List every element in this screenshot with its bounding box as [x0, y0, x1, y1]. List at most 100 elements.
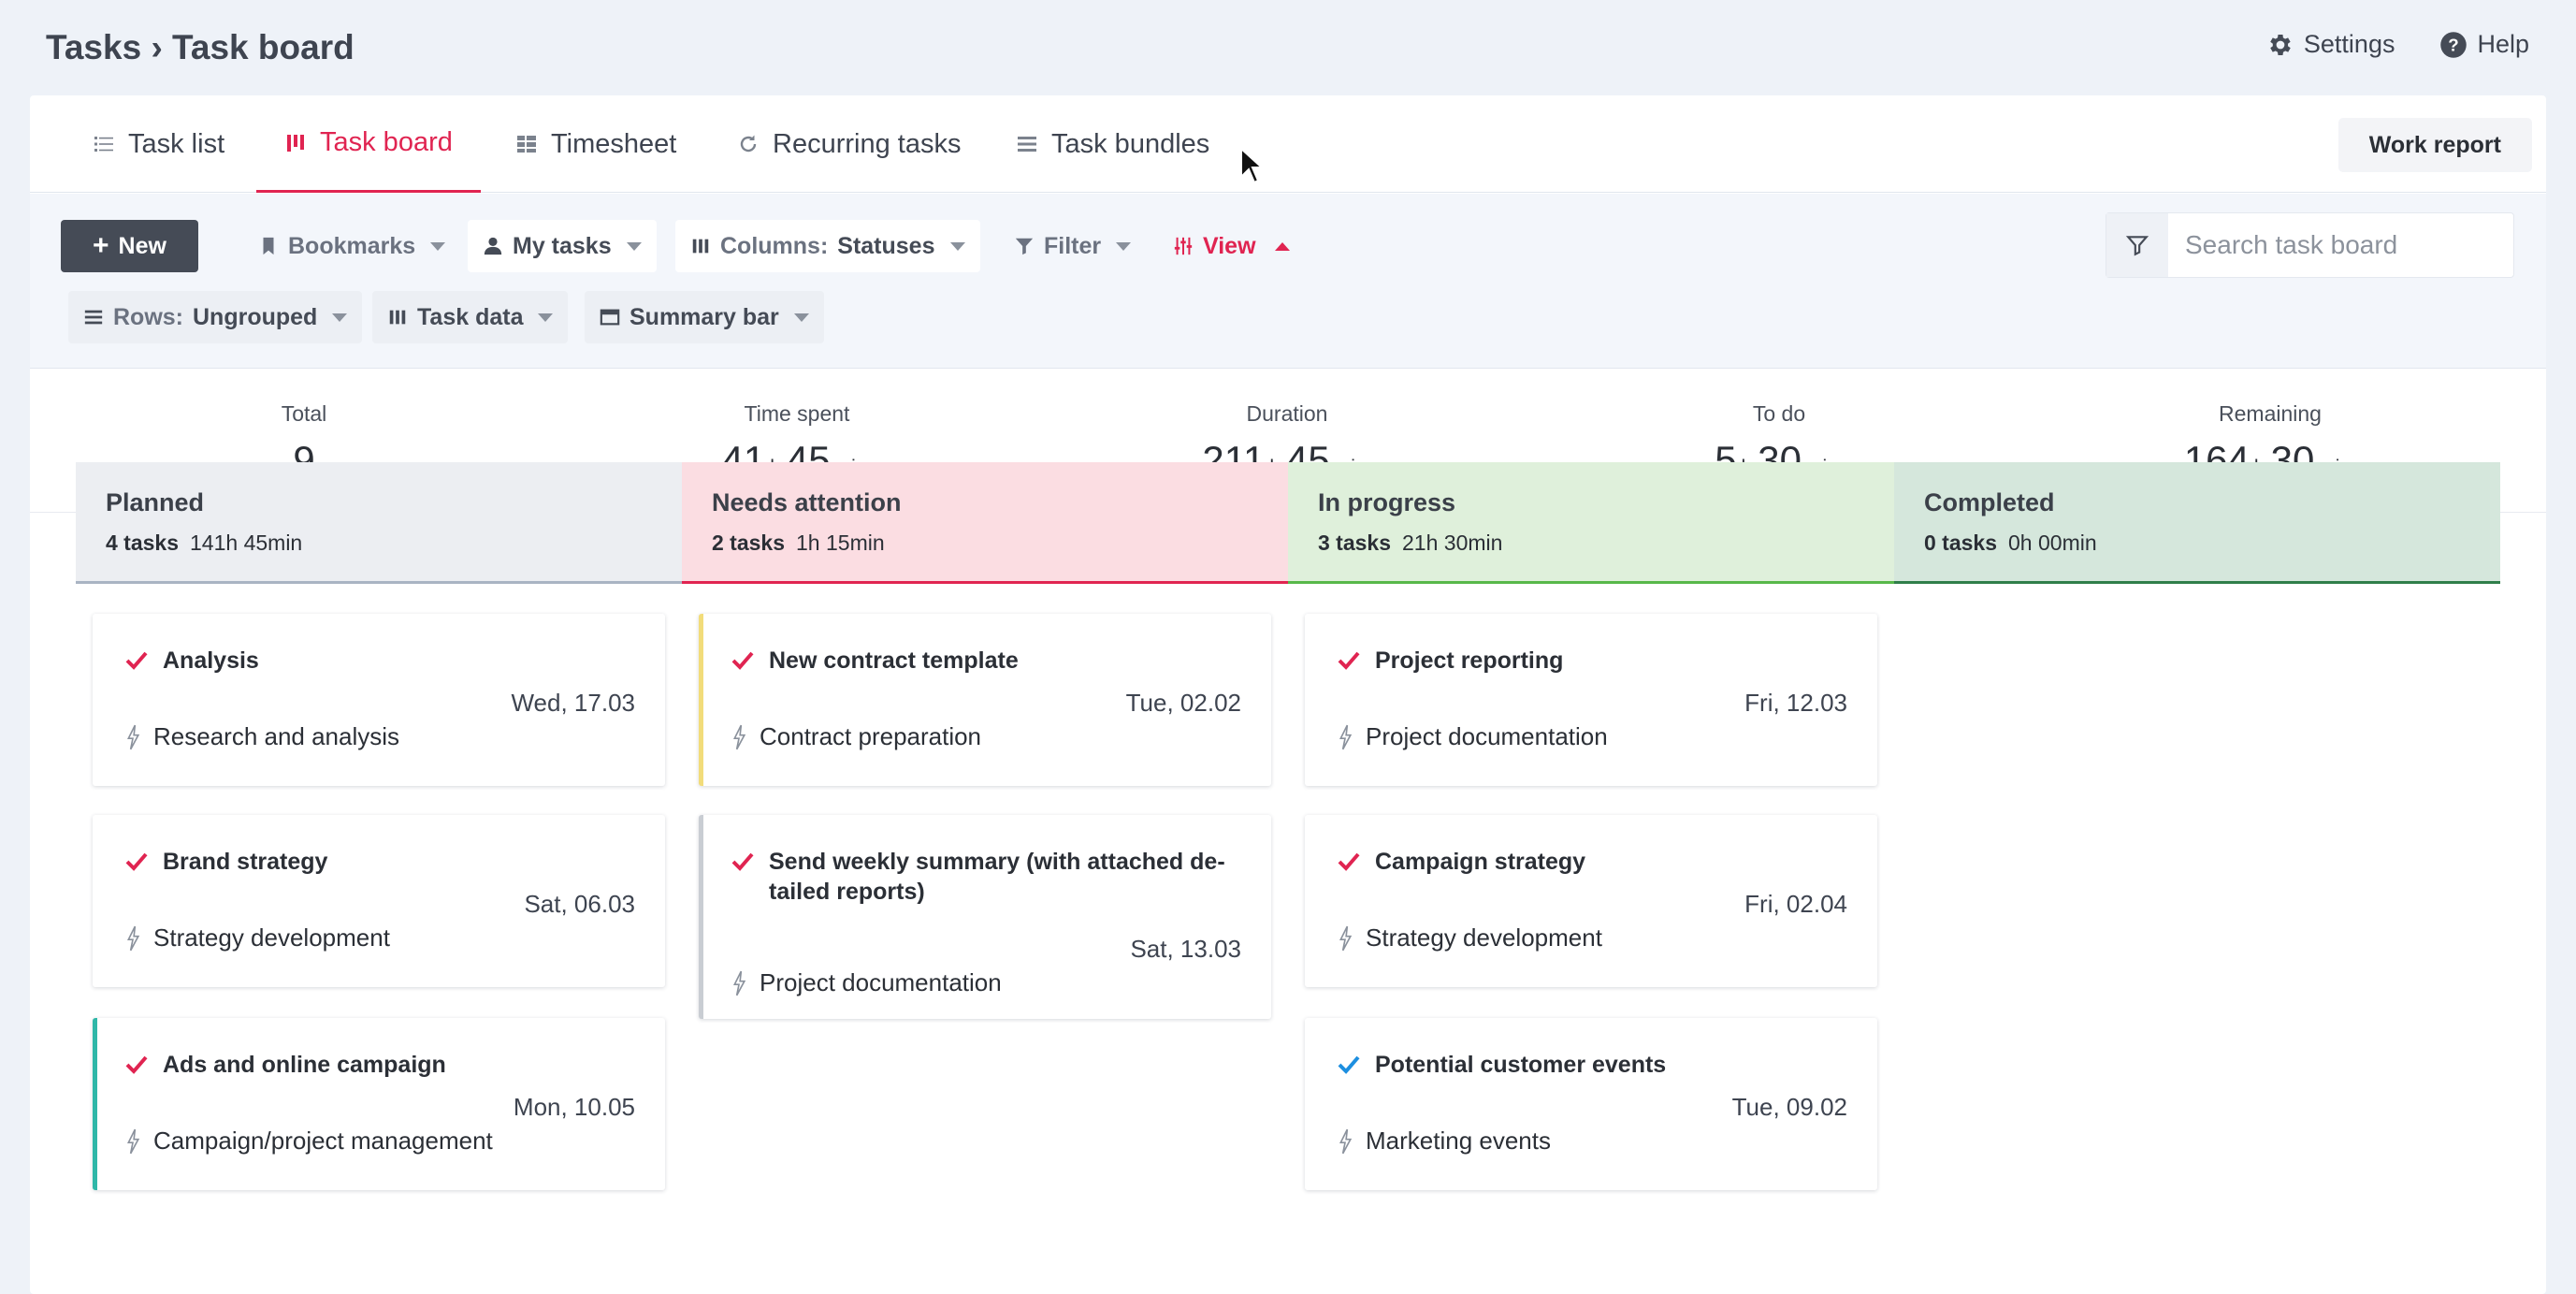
task-title: Campaign strategy [1338, 847, 1861, 877]
rows-prefix: Rows: [113, 303, 183, 330]
task-title-text: Ads and online campaign [163, 1052, 446, 1078]
user-icon [484, 237, 502, 255]
task-due-date: Sat, 06.03 [524, 890, 635, 918]
column-title: Needs attention [712, 488, 902, 516]
rows-value: Ungrouped [193, 303, 318, 330]
new-button[interactable]: + New [61, 220, 198, 272]
task-project: Campaign/project management [125, 1127, 493, 1156]
checkmark-icon [125, 852, 148, 871]
column-header-needs-attention: Needs attention 2 tasks 1h 15min [682, 462, 1288, 584]
checkmark-icon [731, 651, 754, 670]
board-icon [287, 134, 304, 152]
checkmark-icon [731, 852, 754, 871]
search-filter-button[interactable] [2106, 213, 2168, 277]
task-title: Ads and online campaign [125, 1050, 649, 1080]
columns-dropdown[interactable]: Columns: Statuses [675, 220, 980, 272]
stack-icon [1018, 137, 1036, 152]
column-task-count: 4 tasks [106, 531, 180, 555]
chevron-down-icon [1116, 241, 1132, 251]
column-task-count: 3 tasks [1318, 531, 1392, 555]
view-dropdown[interactable]: View [1158, 220, 1305, 272]
column-time-total: 21h 30min [1402, 531, 1503, 555]
task-title-text: Analysis [163, 647, 259, 674]
task-title: Send weekly summary (with attached de-ta… [731, 847, 1255, 907]
task-data-dropdown[interactable]: Task data [372, 291, 569, 343]
task-title-text: New contract template [769, 647, 1019, 674]
column-meta: 2 tasks 1h 15min [712, 531, 1288, 556]
task-due-date: Fri, 02.04 [1744, 890, 1847, 918]
list-icon [94, 137, 113, 152]
breadcrumb: Tasks › Task board [46, 28, 355, 66]
column-time-total: 1h 15min [796, 531, 885, 555]
column-time-total: 141h 45min [190, 531, 303, 555]
tab-recurring-tasks[interactable]: Recurring tasks [733, 95, 964, 193]
task-card[interactable]: Send weekly summary (with attached de-ta… [699, 815, 1271, 1019]
task-project-text: Project documentation [760, 968, 1002, 996]
chevron-down-icon [332, 313, 348, 322]
my-tasks-label: My tasks [513, 232, 612, 259]
task-card[interactable]: Analysis Wed, 17.03 Research and analysis [93, 614, 665, 786]
tab-task-board[interactable]: Task board [256, 95, 481, 193]
task-title: New contract template [731, 646, 1255, 676]
search-input[interactable] [2168, 230, 2505, 260]
task-project: Project documentation [731, 968, 1002, 997]
chevron-down-icon [538, 313, 554, 322]
chevron-down-icon [949, 241, 965, 251]
task-due-date: Tue, 09.02 [1731, 1093, 1847, 1121]
column-title: In progress [1318, 488, 1456, 516]
settings-button[interactable]: Settings [2266, 30, 2395, 59]
tab-label: Task board [320, 127, 453, 157]
task-card[interactable]: Ads and online campaign Mon, 10.05 Campaig… [93, 1018, 665, 1190]
task-title: Potential customer events [1338, 1050, 1861, 1080]
stat-label: Remaining [2219, 401, 2322, 426]
column-task-count: 2 tasks [712, 531, 786, 555]
task-due-date: Tue, 02.02 [1125, 689, 1241, 717]
search-box [2106, 212, 2514, 278]
tab-task-bundles[interactable]: Task bundles [1012, 95, 1213, 193]
tab-task-list[interactable]: Task list [89, 95, 228, 193]
filter-icon [2125, 236, 2149, 256]
rows-dropdown[interactable]: Rows: Ungrouped [68, 291, 363, 343]
top-header: Tasks › Task board Settings ? Help [0, 0, 2576, 95]
filter-dropdown[interactable]: Filter [999, 220, 1146, 272]
my-tasks-dropdown[interactable]: My tasks [468, 220, 657, 272]
task-project-text: Research and analysis [153, 722, 400, 750]
bookmarks-dropdown[interactable]: Bookmarks [243, 220, 460, 272]
checkmark-icon [1338, 852, 1360, 871]
chevron-down-icon [793, 313, 809, 322]
bookmarks-label: Bookmarks [288, 232, 416, 259]
help-button[interactable]: ? Help [2439, 30, 2529, 59]
task-card[interactable]: Project reporting Fri, 12.03 Project docum… [1305, 614, 1877, 786]
task-title-text: Potential customer events [1375, 1052, 1667, 1078]
toolbar: + New Bookmarks My tasks Columns: Status… [30, 194, 2546, 369]
task-project-text: Strategy development [153, 923, 390, 952]
lightning-icon [127, 1128, 140, 1154]
lightning-icon [1339, 1128, 1353, 1154]
column-header-in-progress: In progress 3 tasks 21h 30min [1288, 462, 1894, 584]
stat-label: Time spent [744, 401, 850, 426]
tab-label: Timesheet [551, 128, 677, 159]
task-data-label: Task data [417, 303, 524, 330]
task-project-text: Contract preparation [760, 722, 982, 750]
task-title: Project reporting [1338, 646, 1861, 676]
task-card[interactable]: New contract template Tue, 02.02 Contract … [699, 614, 1271, 786]
grid-icon [517, 136, 536, 153]
lightning-icon [127, 925, 140, 951]
lightning-icon [127, 724, 140, 749]
tab-timesheet[interactable]: Timesheet [512, 95, 680, 193]
task-title-text: Campaign strategy [1375, 849, 1586, 875]
task-card[interactable]: Potential customer events Tue, 09.02 Marke… [1305, 1018, 1877, 1190]
task-project: Strategy development [1338, 923, 1602, 952]
task-card[interactable]: Brand strategy Sat, 06.03 Strategy develop… [93, 815, 665, 987]
task-project: Contract preparation [731, 722, 981, 751]
chevron-down-icon [430, 241, 446, 251]
task-card[interactable]: Campaign strategy Fri, 02.04 Strategy deve… [1305, 815, 1877, 987]
summary-bar-dropdown[interactable]: Summary bar [585, 291, 824, 343]
task-title: Analysis [125, 646, 649, 676]
work-report-button[interactable]: Work report [2337, 118, 2532, 172]
columns-value: Statuses [837, 232, 935, 259]
task-title-text: Send weekly summary (with attached de-ta… [769, 849, 1225, 905]
summary-bar-label: Summary bar [630, 303, 779, 330]
column-meta: 0 tasks 0h 00min [1924, 531, 2500, 556]
stat-label: Total [281, 401, 327, 426]
